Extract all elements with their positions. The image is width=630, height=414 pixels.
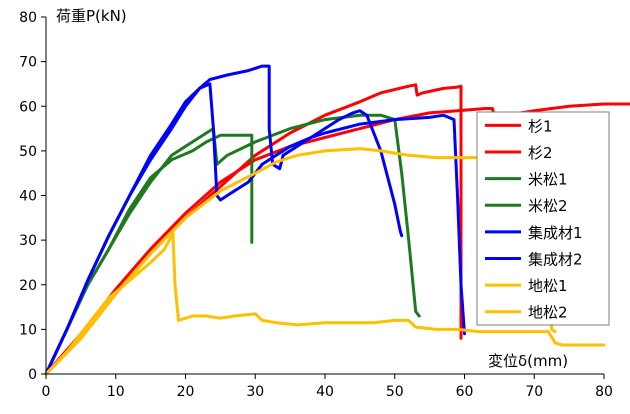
y-tick-label: 60 [19, 99, 37, 115]
y-tick-label: 20 [19, 278, 37, 294]
legend-label: 杉1 [528, 117, 553, 135]
y-tick-label: 80 [19, 10, 37, 26]
x-tick-label: 70 [525, 384, 543, 400]
x-axis-title: 変位δ(mm) [488, 352, 568, 370]
plot-area [44, 64, 630, 376]
x-tick-label: 30 [246, 384, 264, 400]
legend-label: 米松1 [528, 171, 568, 189]
series-line-4 [44, 113, 421, 376]
y-axis-title: 荷重P(kN) [56, 7, 127, 25]
y-tick-label: 10 [19, 322, 37, 338]
x-tick-label: 0 [42, 384, 51, 400]
series-line-8 [44, 231, 606, 376]
legend-label: 米松2 [528, 197, 568, 215]
legend-label: 杉2 [528, 144, 553, 162]
y-tick-label: 40 [19, 189, 37, 205]
legend-label: 集成材1 [528, 224, 583, 242]
y-tick-label: 0 [28, 367, 37, 383]
series-line-6 [44, 82, 466, 376]
y-tick-label: 70 [19, 55, 37, 71]
x-tick-label: 80 [595, 384, 613, 400]
legend-box [476, 111, 610, 326]
legend-label: 地松2 [528, 304, 568, 322]
y-tick-label: 30 [19, 233, 37, 249]
y-tick-label: 50 [19, 144, 37, 160]
axes: 0 10 20 30 40 50 60 70 80 0 10 20 30 40 50 60 70 80 [19, 10, 613, 400]
legend-label: 集成材2 [528, 250, 583, 268]
x-tick-label: 20 [177, 384, 195, 400]
x-tick-label: 10 [107, 384, 125, 400]
x-tick-label: 50 [386, 384, 404, 400]
x-tick-label: 40 [316, 384, 334, 400]
legend: 杉1 杉2 米松1 米松2 集成材1 集成材2 地松1 地松2 [476, 111, 610, 326]
x-tick-label: 60 [456, 384, 474, 400]
series-line-5 [44, 64, 404, 376]
legend-label: 地松1 [528, 277, 568, 295]
